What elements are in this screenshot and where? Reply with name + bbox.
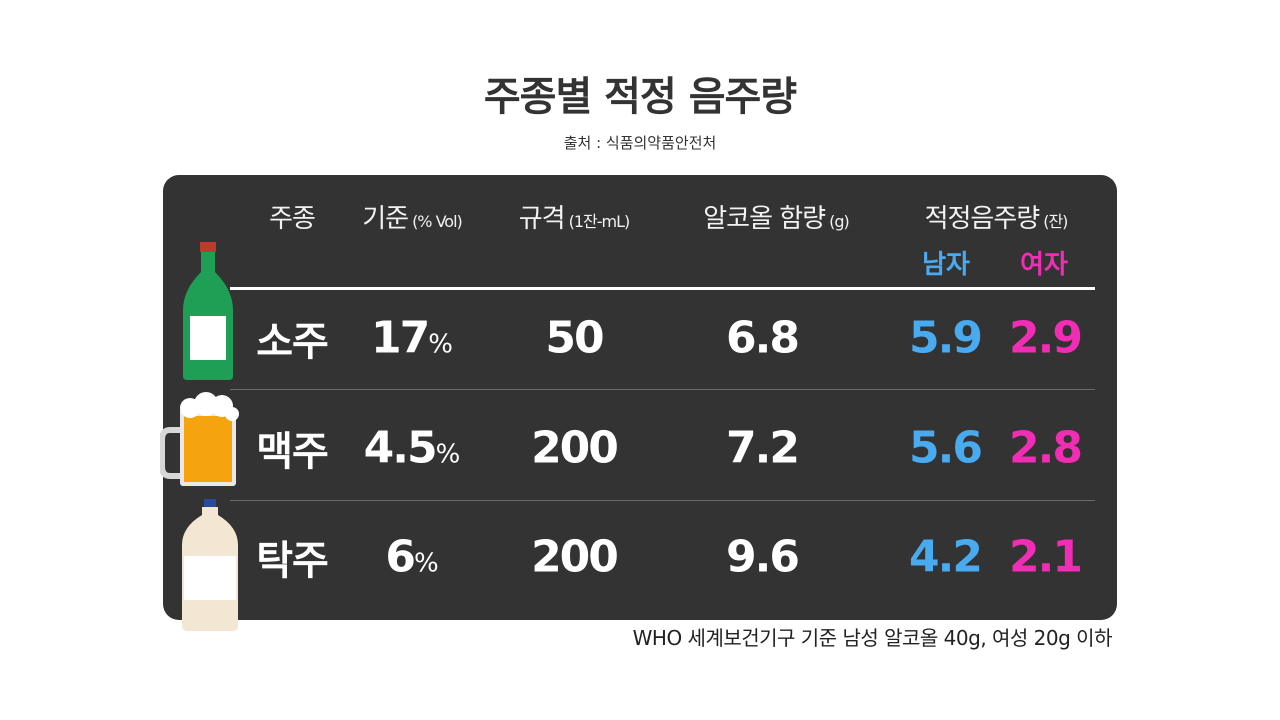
table-panel	[163, 175, 1117, 620]
size: 50	[545, 312, 604, 364]
men-drinks: 5.9	[909, 312, 983, 364]
row-name: 탁주	[256, 538, 329, 584]
alcohol: 6.8	[726, 312, 800, 364]
alcohol: 7.2	[726, 422, 800, 474]
header-unit: (% Vol)	[412, 212, 463, 231]
header: 알코올 함량 (g)	[703, 198, 849, 235]
icons	[160, 242, 239, 631]
header-unit: (g)	[829, 212, 850, 231]
abv-unit: %	[435, 439, 461, 470]
abv-value: 6	[385, 531, 416, 583]
men-drinks: 4.2	[909, 531, 983, 583]
alcohol: 9.6	[726, 531, 800, 583]
header: 기준 (% Vol)	[362, 198, 463, 235]
header: 규격 (1잔-mL)	[518, 198, 631, 235]
makgeolli-bottle-icon	[182, 499, 238, 631]
header-label: 주종	[269, 204, 316, 234]
row-name: 맥주	[256, 429, 329, 475]
abv-value: 4.5	[363, 422, 438, 474]
abv-unit: %	[413, 548, 439, 579]
header-label: 기준	[362, 204, 409, 234]
women-drinks: 2.1	[1009, 531, 1083, 583]
row-name: 소주	[256, 319, 329, 365]
row-rule	[230, 500, 1095, 501]
abv-unit: %	[428, 329, 453, 360]
row-rule	[230, 389, 1095, 390]
subheader-women: 여자	[1020, 250, 1068, 280]
header-unit: (잔)	[1043, 212, 1068, 231]
soju-bottle-icon	[183, 242, 233, 380]
header: 주종	[269, 198, 316, 235]
header-unit: (1잔-mL)	[568, 212, 631, 231]
header-rule	[230, 287, 1095, 290]
size: 200	[531, 531, 619, 583]
men-drinks: 5.6	[909, 422, 983, 474]
title: 주종별 적정 음주량	[483, 74, 797, 120]
footnote: WHO 세계보건기구 기준 남성 알코올 40g, 여성 20g 이하	[632, 626, 1113, 650]
subheader-men: 남자	[922, 250, 970, 280]
abv-value: 17	[371, 312, 430, 364]
beer-mug-icon	[160, 392, 239, 486]
women-drinks: 2.8	[1009, 422, 1083, 474]
abv: 4.5%	[364, 423, 461, 474]
source: 출처 : 식품의약품안전처	[563, 134, 717, 152]
header-label: 적정음주량	[924, 204, 1041, 234]
abv: 17%	[371, 313, 453, 364]
size: 200	[531, 422, 619, 474]
women-drinks: 2.9	[1009, 312, 1083, 364]
header: 적정음주량 (잔)	[924, 198, 1069, 235]
header-label: 알코올 함량	[703, 204, 826, 234]
header-label: 규격	[518, 204, 566, 234]
abv: 6%	[385, 532, 438, 583]
